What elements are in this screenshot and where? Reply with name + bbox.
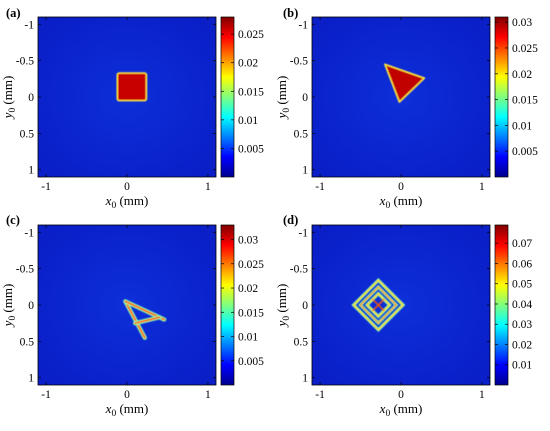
y-tick-label: 0.5: [294, 128, 309, 140]
heatmap-object: [116, 72, 148, 102]
colorbar-tick-label: 0.05: [512, 279, 532, 291]
square-object: [116, 72, 148, 102]
x-tick-label: -1: [41, 389, 51, 401]
colorbar-tick-label: 0.025: [238, 29, 264, 41]
colorbar-tick-label: 0.005: [238, 356, 264, 368]
colorbar-tick-label: 0.025: [238, 259, 264, 271]
x-tick-label: 0: [124, 181, 130, 193]
y-tick-label: 1: [28, 373, 34, 385]
colorbar-tick-label: 0.03: [512, 17, 532, 29]
y-tick-label: -1: [298, 19, 308, 31]
colorbar-tick-label: 0.025: [512, 43, 538, 55]
colorbar: 0.01 0.02 0.03 0.04 0.05 0.06 0.07: [494, 224, 532, 386]
y-tick-label: 0: [28, 92, 34, 104]
diamond-ring: [352, 279, 405, 331]
y-tick-label: -1: [24, 19, 34, 31]
y-tick-label: 1: [302, 373, 308, 385]
colorbar: 0.005 0.01 0.015 0.02 0.025: [220, 16, 264, 178]
y-tick-label: -0.5: [16, 56, 34, 68]
colorbar-gradient: [220, 16, 235, 178]
heatmap-object: [384, 63, 426, 103]
x-tick-label: -1: [315, 181, 325, 193]
x-tick-label: -1: [315, 389, 325, 401]
y-tick-label: 0.5: [20, 336, 35, 348]
diamond-pattern: [351, 278, 406, 332]
colorbar-tick-label: 0.07: [512, 238, 532, 250]
colorbar-tick-label: 0.02: [512, 69, 532, 81]
colorbar-gradient: [220, 224, 235, 386]
panel-d: -1 0 1 -1 -0.5 0 0.5 1 x0 (mm) y0 (mm) (d) 0.01 0.02…: [274, 213, 532, 419]
colorbar-tick-label: 0.02: [238, 58, 258, 70]
letter-a-stroke: [134, 316, 161, 325]
colorbar-gradient: [494, 16, 509, 178]
colorbar-tick-label: 0.01: [512, 360, 532, 372]
x-axis-label: x0 (mm): [105, 193, 149, 211]
panel-label: (b): [283, 6, 298, 20]
x-tick-label: 1: [479, 389, 485, 401]
colorbar-tick-label: 0.01: [238, 115, 258, 127]
y-axis-label: y0 (mm): [274, 76, 292, 121]
panel-label: (a): [6, 6, 21, 20]
x-tick-label: 0: [398, 181, 404, 193]
x-tick-label: 1: [205, 181, 211, 193]
x-tick-label: 1: [205, 389, 211, 401]
colorbar: 0.005 0.01 0.015 0.02 0.025 0.03: [220, 224, 264, 386]
y-axis-label: y0 (mm): [0, 76, 18, 121]
diamond-ring: [359, 286, 398, 324]
x-tick-label: 0: [398, 389, 404, 401]
colorbar-tick-label: 0.005: [512, 146, 538, 158]
colorbar-tick-label: 0.015: [512, 95, 538, 107]
colorbar-tick-label: 0.02: [238, 283, 258, 295]
colorbar: 0.005 0.01 0.015 0.02 0.025 0.03: [494, 16, 538, 178]
y-tick-label: 0: [302, 92, 308, 104]
y-axis-label: y0 (mm): [0, 284, 18, 329]
colorbar-tick-label: 0.06: [512, 258, 532, 270]
y-tick-label: 1: [28, 165, 34, 177]
colorbar-tick-label: 0.02: [512, 339, 532, 351]
y-tick-label: -0.5: [16, 264, 34, 276]
y-tick-label: 0.5: [294, 336, 309, 348]
colorbar-gradient: [494, 224, 509, 386]
x-tick-label: 1: [479, 181, 485, 193]
colorbar-tick-label: 0.01: [238, 332, 258, 344]
heatmap-object: [123, 299, 167, 340]
colorbar-tick-label: 0.01: [512, 120, 532, 132]
diamond-cross: [372, 298, 385, 312]
y-axis-label: y0 (mm): [274, 284, 292, 329]
panel-label: (c): [6, 213, 20, 227]
triangle-object: [384, 63, 426, 103]
y-tick-label: 1: [302, 165, 308, 177]
y-tick-label: -0.5: [290, 56, 308, 68]
x-axis-label: x0 (mm): [379, 193, 423, 211]
x-axis-label: x0 (mm): [105, 401, 149, 419]
letter-a-stroke: [124, 300, 146, 339]
y-tick-label: 0.5: [20, 128, 35, 140]
colorbar-tick-label: 0.04: [512, 299, 532, 311]
y-tick-label: 0: [302, 300, 308, 312]
colorbar-tick-label: 0.005: [238, 143, 264, 155]
colorbar-tick-label: 0.03: [238, 235, 258, 247]
y-tick-label: -1: [298, 227, 308, 239]
heatmap-object: [351, 278, 406, 332]
colorbar-tick-label: 0.015: [238, 86, 264, 98]
x-tick-label: 0: [124, 389, 130, 401]
x-tick-label: -1: [41, 181, 51, 193]
y-tick-label: -1: [24, 227, 34, 239]
y-tick-label: -0.5: [290, 264, 308, 276]
y-tick-label: 0: [28, 300, 34, 312]
x-axis-label: x0 (mm): [379, 401, 423, 419]
panel-label: (d): [283, 213, 298, 227]
colorbar-tick-label: 0.03: [512, 319, 532, 331]
colorbar-tick-label: 0.015: [238, 307, 264, 319]
